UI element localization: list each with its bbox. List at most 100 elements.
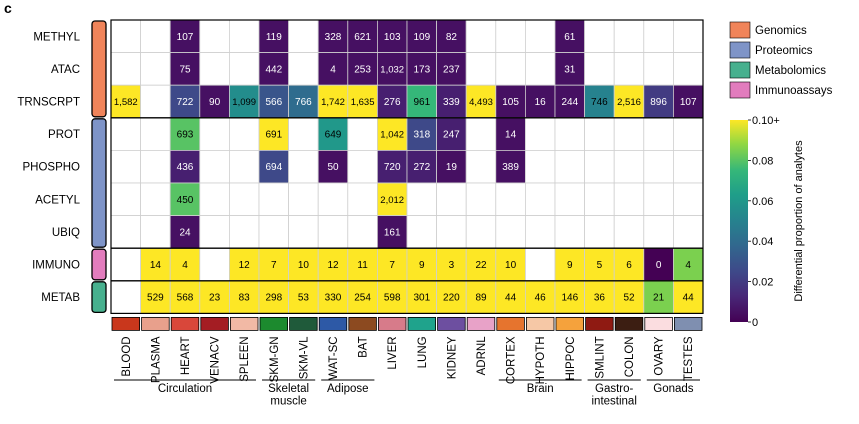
heatmap-cell (110, 280, 142, 314)
heatmap-cell (288, 52, 319, 86)
heatmap-cell (258, 215, 290, 249)
row-group-bar (91, 248, 107, 281)
heatmap-cell (465, 19, 497, 53)
column-group-label: Brain (527, 383, 554, 395)
colorbar-title: Differential proportion of analytes (793, 140, 805, 302)
heatmap-cell (554, 19, 586, 53)
cell-value-label: 1,042 (380, 130, 404, 141)
column-label: HEART (180, 336, 192, 375)
heatmap-cell (584, 149, 615, 184)
heatmap-cell (406, 182, 438, 216)
heatmap-cell (228, 117, 260, 151)
row-label: ACETYL (35, 194, 80, 206)
heatmap-cell (495, 19, 526, 53)
column-group-label: Gonads (653, 383, 694, 395)
heatmap-cell (199, 52, 230, 86)
cell-value-label: 568 (177, 293, 194, 304)
heatmap-cell (376, 215, 408, 249)
row-group-bar (91, 281, 107, 314)
column-label: CORTEX (506, 336, 518, 384)
column-color-strip (111, 316, 703, 331)
heatmap-cell (613, 215, 645, 249)
heatmap-cell (110, 215, 142, 249)
cell-value-label: 272 (413, 162, 430, 173)
heatmap-cell (199, 149, 230, 184)
column-labels: BLOOD PLASMA HEART VENACV SPLEEN SKM-GN SKM-VL… (121, 336, 695, 385)
column-color-swatch (289, 316, 318, 331)
cell-value-label: 103 (384, 32, 401, 43)
cell-value-label: 621 (354, 32, 371, 43)
column-group-label: Circulation (158, 383, 212, 395)
legend-label: Proteomics (755, 45, 813, 57)
cell-value-label: 301 (413, 293, 430, 304)
legend-swatch (729, 21, 751, 39)
cell-value-label: 119 (266, 32, 282, 43)
cell-value-label: 105 (502, 97, 519, 108)
column-color-swatch (585, 316, 614, 331)
heatmap-cell (258, 182, 290, 216)
heatmap-cell (495, 84, 526, 119)
heatmap-cell (554, 117, 586, 151)
heatmap-cell (465, 84, 497, 119)
heatmap-cell (406, 52, 438, 86)
colorbar-tick-label: 0.08 (752, 155, 773, 167)
heatmap-cell (347, 182, 378, 216)
cell-value-label: 442 (265, 64, 282, 75)
heatmap-cell (673, 280, 704, 314)
heatmap-cell (288, 84, 319, 119)
heatmap-cell (554, 149, 586, 184)
heatmap-cell (584, 182, 615, 216)
heatmap-cell (258, 19, 290, 53)
colorbar-tick-label: 0.10+ (752, 115, 780, 127)
heatmap-cell (228, 149, 260, 184)
cell-value-label: 4 (330, 64, 336, 75)
heatmap-cell (613, 19, 645, 53)
column-label: SKM-VL (298, 336, 310, 379)
cell-value-label: 36 (594, 293, 606, 304)
cell-value-label: 389 (502, 162, 519, 173)
heatmap-cell (347, 52, 378, 86)
colorbar-tick-label: 0.02 (752, 277, 773, 289)
heatmap-cell (228, 182, 260, 216)
cell-value-label: 50 (327, 162, 339, 173)
heatmap-cell (465, 149, 497, 184)
heatmap-cell (199, 117, 230, 151)
cell-value-label: 450 (177, 195, 194, 206)
cell-value-label: 5 (597, 260, 603, 271)
heatmap-cell (169, 182, 201, 216)
legend-label: Metabolomics (755, 65, 826, 77)
heatmap-cell (140, 215, 171, 249)
cell-value-label: 10 (298, 260, 310, 271)
cell-value-label: 436 (177, 162, 194, 173)
heatmap-cell (673, 149, 704, 184)
heatmap-cell (613, 182, 645, 216)
cell-value-label: 7 (271, 260, 277, 271)
heatmap-cell (317, 84, 349, 119)
heatmap-cell (584, 19, 615, 53)
column-label: WAT-SC (328, 336, 340, 379)
cell-value-label: 90 (209, 97, 221, 108)
cell-value-label: 722 (177, 97, 194, 108)
row-label: METHYL (33, 31, 80, 43)
heatmap-cell (199, 280, 230, 314)
heatmap-cell (584, 52, 615, 86)
cell-value-label: 4,493 (469, 97, 493, 108)
heatmap-cell (406, 149, 438, 184)
cell-value-label: 318 (413, 130, 430, 141)
heatmap-cell (525, 19, 556, 53)
heatmap-cell (406, 19, 438, 53)
heatmap-cell (495, 182, 526, 216)
cell-value-label: 4 (182, 260, 188, 271)
cell-value-label: 89 (475, 293, 487, 304)
heatmap-cell (140, 182, 171, 216)
heatmap-cell (258, 84, 290, 119)
heatmap-cell (554, 84, 586, 119)
cell-value-label: 896 (650, 97, 667, 108)
row-label: TRNSCRPT (17, 97, 80, 109)
heatmap-cell (643, 117, 674, 151)
heatmap-cell (288, 182, 319, 216)
legend-swatch (729, 81, 751, 99)
cell-value-label: 2,516 (617, 97, 641, 108)
column-label: BLOOD (121, 336, 133, 376)
row-group-bars (91, 20, 107, 314)
